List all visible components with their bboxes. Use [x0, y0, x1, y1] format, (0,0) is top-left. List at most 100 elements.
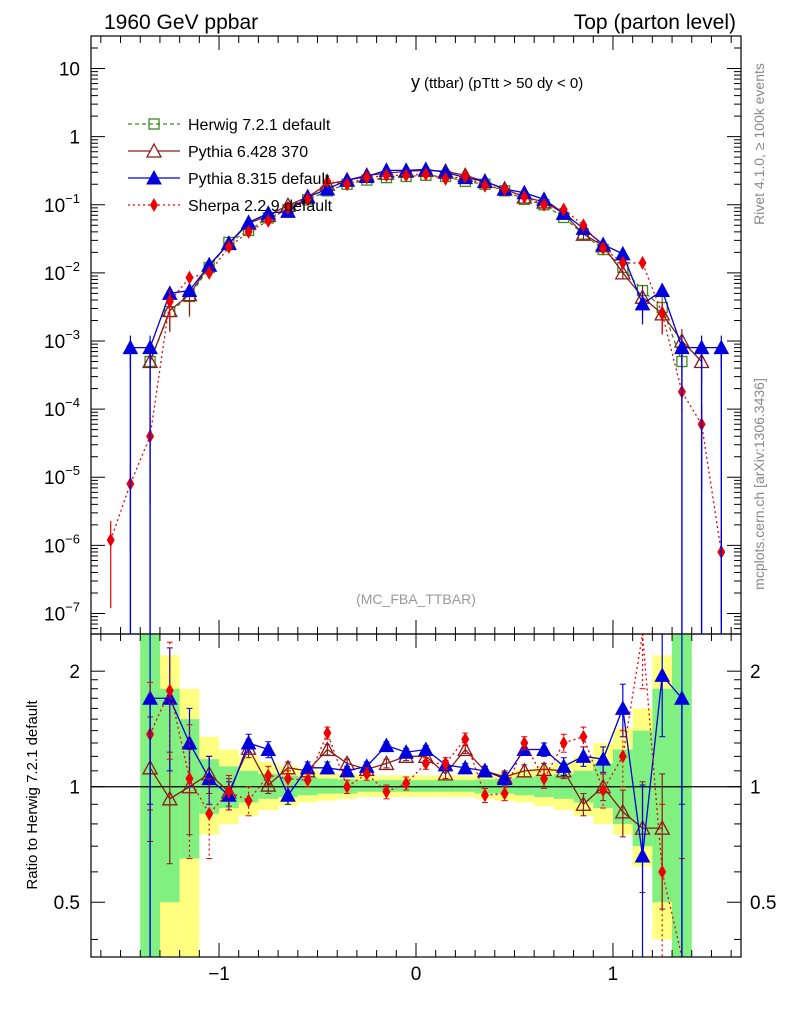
ratio-band-green	[317, 778, 338, 794]
plot-title-sub: (ttbar) (pTtt > 50 dy < 0)	[424, 75, 583, 92]
ratio-series-sherpa	[146, 633, 685, 958]
marker-pythia6	[614, 264, 631, 280]
ratio-bands	[91, 634, 741, 957]
ratio-ytick-label-right: 1	[750, 778, 761, 799]
marker-sherpa	[343, 177, 352, 192]
marker-sherpa	[421, 167, 430, 182]
legend-marker-pythia6	[145, 142, 163, 158]
series-line-herwig	[149, 174, 683, 362]
legend: Herwig 7.2.1 default Pythia 6.428 370 Py…	[128, 117, 333, 215]
ytick-mantissa: 10	[44, 536, 65, 557]
ratio-marker-pythia6	[654, 819, 671, 835]
marker-sherpa	[382, 168, 391, 183]
main-ytick-label: 10−5	[44, 463, 80, 489]
marker-pythia8	[654, 282, 671, 298]
ytick-mantissa: 10	[44, 264, 65, 285]
ratio-ylabel: Ratio to Herwig 7.2.1 default	[24, 700, 41, 890]
marker-sherpa	[224, 239, 233, 254]
main-ytick-label: 10	[59, 60, 80, 81]
marker-sherpa	[205, 265, 214, 280]
legend-item-pythia8: Pythia 8.315 default	[128, 169, 330, 188]
marker-sherpa	[441, 171, 450, 186]
ratio-marker-sherpa	[618, 749, 627, 764]
marker-sherpa	[185, 270, 194, 285]
ratio-marker-pythia8	[378, 737, 395, 753]
ratio-ytick-label: 1	[69, 778, 80, 799]
ratio-marker-sherpa	[343, 779, 352, 794]
ratio-marker-sherpa	[382, 784, 391, 799]
ratio-xtick-label: −1	[208, 964, 230, 985]
ratio-marker-pythia6	[614, 803, 631, 819]
ratio-marker-pythia8	[614, 700, 631, 715]
ratio-marker-pythia8	[477, 762, 493, 778]
main-ytick-label: 10−2	[44, 259, 80, 285]
legend-marker-herwig	[148, 118, 160, 130]
marker-sherpa	[618, 255, 627, 270]
ytick-mantissa: 10	[44, 332, 65, 353]
ratio-marker-sherpa	[264, 768, 273, 783]
ratio-marker-sherpa	[461, 732, 470, 747]
ratio-marker-pythia8	[575, 748, 592, 763]
legend-label-sherpa: Sherpa 2.2.9 default	[188, 198, 333, 215]
ratio-marker-pythia8	[595, 751, 611, 766]
marker-sherpa	[579, 218, 588, 233]
ratio-marker-sherpa	[362, 766, 371, 781]
ratio-marker-sherpa	[480, 788, 489, 803]
ratio-marker-sherpa	[559, 735, 568, 750]
marker-sherpa	[362, 170, 371, 185]
header-left: 1960 GeV ppbar	[104, 11, 258, 34]
legend-item-pythia6: Pythia 6.428 370	[128, 142, 308, 161]
legend-marker-sherpa	[150, 198, 158, 212]
ratio-marker-sherpa	[224, 784, 233, 799]
plot-title-main: y	[411, 72, 420, 92]
marker-sherpa	[520, 189, 529, 204]
ratio-marker-sherpa	[323, 726, 332, 741]
legend-item-sherpa: Sherpa 2.2.9 default	[128, 198, 333, 215]
ratio-marker-pythia6	[516, 762, 533, 778]
ratio-marker-pythia6	[575, 795, 592, 811]
main-ytick-label: 10−1	[44, 191, 80, 217]
ratio-marker-pythia6	[260, 776, 277, 792]
legend-item-herwig: Herwig 7.2.1 default	[128, 117, 331, 134]
ratio-marker-pythia6	[181, 778, 198, 794]
ratio-ytick-label: 2	[69, 662, 80, 683]
ratio-marker-pythia8	[260, 741, 277, 757]
ratio-marker-sherpa	[421, 756, 430, 771]
ytick-mantissa: 10	[44, 196, 65, 217]
marker-sherpa	[264, 213, 273, 228]
main-ytick-label: 10−7	[44, 599, 80, 625]
ratio-marker-pythia8	[319, 759, 336, 775]
ratio-marker-sherpa	[205, 806, 214, 821]
ratio-marker-sherpa	[283, 771, 292, 786]
ytick-exponent: −5	[65, 463, 80, 478]
ytick-mantissa: 10	[44, 468, 65, 489]
ratio-marker-pythia8	[496, 770, 513, 786]
main-ytick-label: 10−4	[44, 395, 80, 421]
ratio-series-line-sherpa	[149, 633, 683, 958]
ratio-marker-sherpa	[500, 786, 509, 801]
marker-sherpa	[658, 306, 667, 321]
ratio-marker-sherpa	[441, 756, 450, 771]
ratio-axes: 0.5 0.5 1 1 2 2 −1 0 1	[54, 633, 776, 985]
marker-pythia8	[319, 180, 336, 196]
marker-sherpa	[106, 532, 115, 547]
ratio-marker-sherpa	[540, 771, 549, 786]
marker-sherpa	[283, 200, 292, 215]
ratio-marker-pythia8	[457, 759, 474, 775]
marker-sherpa	[244, 224, 253, 239]
ratio-marker-pythia8	[654, 667, 671, 682]
ratio-band-green	[356, 780, 377, 792]
ratio-marker-sherpa	[658, 864, 667, 879]
ratio-xtick-label: 1	[608, 964, 619, 985]
ratio-marker-pythia8	[240, 734, 257, 750]
marker-sherpa	[303, 192, 312, 207]
ratio-marker-pythia8	[398, 744, 414, 759]
marker-sherpa	[165, 294, 174, 309]
ytick-exponent: −6	[65, 531, 80, 546]
legend-marker-pythia8	[146, 169, 162, 185]
main-ytick-label: 10−3	[44, 327, 80, 353]
main-ytick-label: 10−6	[44, 531, 80, 557]
ratio-ytick-label: 0.5	[54, 893, 80, 914]
marker-sherpa	[599, 241, 608, 256]
